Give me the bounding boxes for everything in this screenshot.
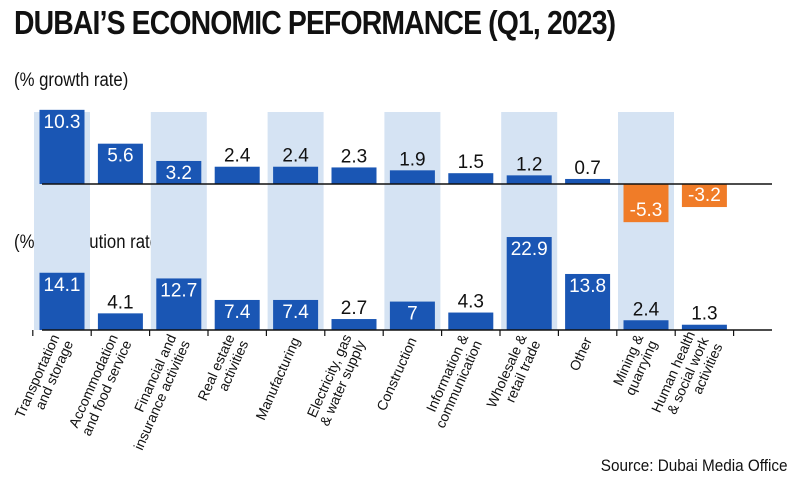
contribution-value-label: 22.9	[511, 239, 548, 260]
growth-bar	[331, 167, 377, 184]
contribution-bar	[331, 319, 377, 330]
contribution-bar	[39, 272, 85, 330]
category-label: Mining &quarrying	[608, 331, 660, 398]
growth-value-label: 0.7	[574, 158, 600, 179]
growth-bar	[156, 160, 202, 184]
category-label: Accommodationand food service	[64, 332, 134, 439]
contribution-value-label: 13.8	[569, 276, 606, 297]
growth-bar	[214, 166, 260, 184]
growth-value-label: 2.4	[282, 146, 309, 167]
contribution-bar	[97, 313, 143, 330]
growth-bar	[389, 170, 435, 184]
growth-value-label: 2.3	[341, 146, 367, 167]
contribution-value-label: 7.4	[282, 302, 309, 323]
contribution-value-label: 2.4	[633, 299, 660, 320]
growth-bar	[97, 143, 143, 184]
growth-value-label: -3.2	[688, 185, 721, 206]
category-label: Electricity, gas& water supply	[302, 332, 368, 428]
contribution-value-label: 1.3	[691, 304, 717, 325]
contribution-bar	[506, 237, 552, 330]
contribution-value-label: 7.4	[224, 302, 251, 323]
contribution-value-label: 2.7	[341, 298, 367, 319]
growth-bar	[39, 109, 85, 184]
growth-value-label: 10.3	[44, 112, 81, 133]
contribution-bar	[214, 299, 260, 330]
contribution-value-label: 4.1	[107, 292, 133, 313]
category-label: Other	[566, 334, 595, 373]
growth-value-label: 3.2	[166, 163, 192, 184]
contribution-bar	[448, 312, 494, 330]
growth-bar	[448, 173, 494, 184]
growth-rate-label: (% growth rate)	[14, 70, 129, 91]
category-label: Construction	[373, 335, 420, 413]
category-label: Real estateactivities	[194, 332, 251, 410]
growth-bar	[623, 184, 669, 223]
growth-value-label: 1.5	[458, 152, 484, 173]
growth-bar	[565, 178, 611, 184]
growth-value-label: -5.3	[630, 200, 663, 221]
growth-bar	[681, 184, 727, 208]
category-label: Wholesale &retail trade	[483, 331, 544, 416]
source-note: Source: Dubai Media Office	[601, 456, 788, 475]
growth-value-label: 5.6	[107, 146, 133, 167]
growth-bar	[506, 175, 552, 184]
contribution-value-label: 14.1	[44, 275, 81, 296]
chart-title: DUBAI’S ECONOMIC PEFORMANCE (Q1, 2023)	[14, 4, 616, 41]
contribution-bar	[389, 301, 435, 330]
contribution-value-label: 7	[407, 304, 418, 325]
contribution-bar	[681, 324, 727, 330]
contribution-bar	[156, 278, 202, 330]
category-label: Manufacturing	[252, 335, 303, 423]
contribution-bar	[273, 299, 319, 330]
shade-column	[267, 112, 324, 330]
category-label: Information &communication	[418, 331, 485, 430]
category-label: Transportationand storage	[11, 332, 76, 427]
growth-value-label: 1.9	[399, 149, 425, 170]
contribution-value-label: 4.3	[458, 292, 484, 313]
growth-value-label: 1.2	[516, 154, 542, 175]
category-label: Human health& social workactivities	[648, 328, 726, 427]
contribution-bar	[623, 320, 669, 330]
contribution-bar	[565, 273, 611, 330]
growth-value-label: 2.4	[224, 146, 251, 167]
shade-column	[384, 112, 441, 330]
growth-bar	[273, 166, 319, 184]
contribution-value-label: 12.7	[160, 280, 197, 301]
